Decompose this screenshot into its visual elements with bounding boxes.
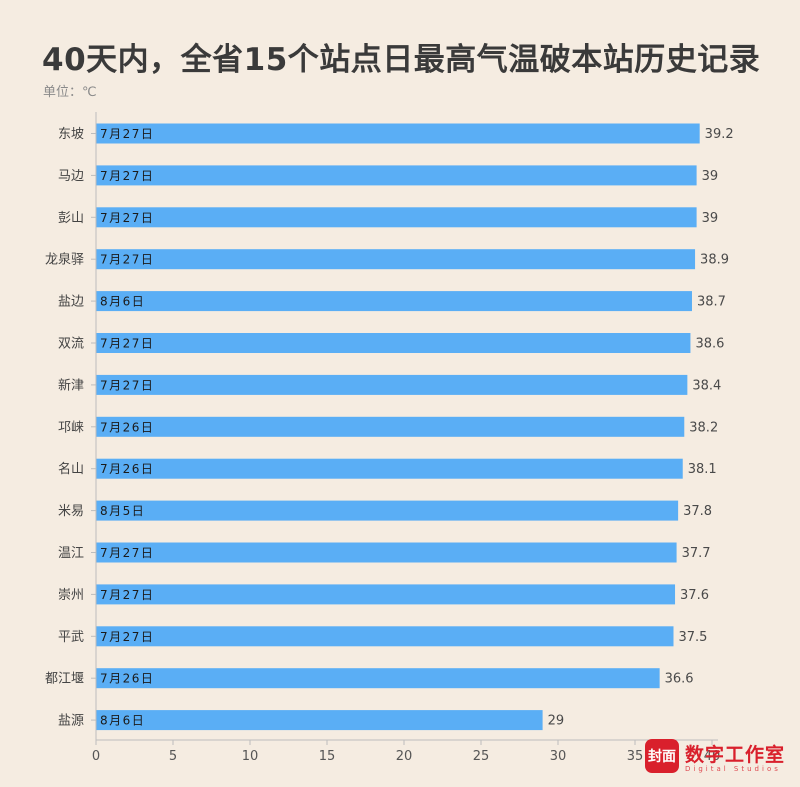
bar-date-label: 7月27日 (100, 337, 154, 351)
bar (96, 668, 660, 689)
chart-title: 40天内，全省15个站点日最高气温破本站历史记录 (42, 42, 761, 78)
category-label: 新津 (58, 377, 84, 393)
category-label: 马边 (58, 169, 84, 184)
value-label: 37.7 (682, 546, 711, 561)
value-label: 38.4 (692, 378, 721, 393)
bar (96, 333, 691, 353)
value-label: 39.2 (705, 127, 734, 142)
unit-label: 单位：℃ (43, 85, 97, 100)
x-tick-label: 5 (169, 749, 177, 764)
category-label: 盐边 (58, 295, 84, 310)
bar (96, 710, 543, 731)
bars-layer: 东坡 7月27日 39.2 马边 7月27日 39 彭山 7月27日 39 龙泉驿 7月27日 38.… (45, 123, 734, 731)
value-label: 36.6 (665, 672, 694, 687)
category-label: 米易 (58, 504, 84, 519)
bar-date-label: 8月6日 (100, 295, 145, 309)
bar-date-label: 8月6日 (100, 714, 145, 728)
bar-date-label: 8月5日 (100, 504, 145, 518)
bar (96, 123, 700, 144)
x-tick-label: 35 (627, 749, 644, 764)
category-label: 平武 (58, 630, 84, 645)
bar-date-label: 7月26日 (100, 420, 154, 434)
brand-logo: 封面 数字工作室 Digital Studios (645, 739, 785, 773)
bar (96, 291, 692, 312)
bar-date-label: 7月27日 (100, 253, 154, 267)
value-label: 29 (548, 714, 565, 729)
value-label: 39 (702, 211, 719, 226)
bar-date-label: 7月26日 (100, 672, 154, 686)
bar (96, 626, 674, 647)
x-tick-label: 10 (242, 749, 259, 764)
bar (96, 207, 697, 228)
bar (96, 249, 696, 270)
bar-date-label: 7月27日 (100, 630, 154, 644)
bar-date-label: 7月27日 (100, 588, 154, 602)
bar (96, 542, 677, 563)
category-label: 名山 (58, 461, 84, 477)
category-label: 邛崃 (58, 420, 84, 435)
value-label: 39 (702, 169, 719, 184)
x-tick-label: 25 (473, 749, 490, 764)
category-label: 盐源 (58, 714, 84, 729)
value-label: 38.6 (695, 337, 724, 352)
bar (96, 416, 685, 437)
bar-date-label: 7月27日 (100, 211, 154, 225)
value-label: 38.9 (700, 253, 729, 268)
bar (96, 374, 688, 395)
category-label: 龙泉驿 (45, 252, 84, 268)
logo-badge-icon: 封面 (645, 739, 679, 773)
value-label: 37.5 (679, 630, 708, 645)
x-tick-label: 40 (704, 749, 721, 764)
value-label: 37.6 (680, 588, 709, 603)
bar (96, 165, 697, 186)
category-label: 温江 (58, 546, 84, 561)
bar (96, 584, 676, 605)
bar (96, 500, 679, 521)
bar-date-label: 7月27日 (100, 546, 154, 560)
value-label: 37.8 (683, 504, 712, 519)
x-tick-label: 30 (550, 749, 567, 764)
bar (96, 458, 683, 479)
x-axis: 0 5 10 15 20 25 30 35 40 (92, 112, 720, 764)
category-label: 双流 (58, 337, 84, 352)
category-label: 都江堰 (45, 672, 84, 687)
x-tick-label: 15 (319, 749, 336, 764)
bar-date-label: 7月27日 (100, 127, 154, 141)
bar-date-label: 7月26日 (100, 462, 154, 476)
bar-date-label: 7月27日 (100, 378, 154, 392)
x-tick-label: 0 (92, 749, 100, 764)
value-label: 38.7 (697, 295, 726, 310)
category-label: 崇州 (58, 588, 84, 603)
value-label: 38.2 (689, 420, 718, 435)
x-tick-label: 20 (396, 749, 413, 764)
bar-date-label: 7月27日 (100, 169, 154, 183)
category-label: 彭山 (58, 211, 84, 226)
logo-name: 数字工作室 (685, 743, 786, 766)
logo-subtitle: Digital Studios (685, 764, 781, 773)
category-label: 东坡 (58, 127, 84, 142)
value-label: 38.1 (688, 462, 717, 477)
